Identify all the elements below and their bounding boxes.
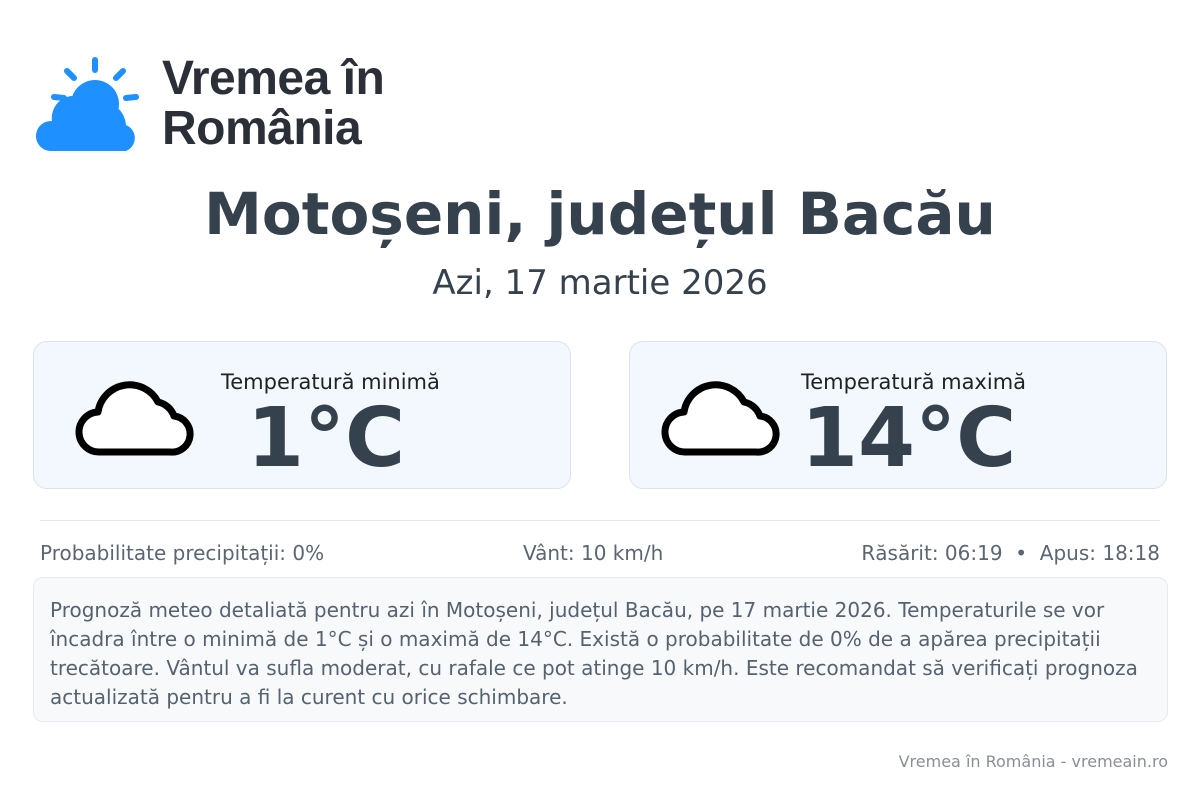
forecast-description: Prognoză meteo detaliată pentru azi în M…	[33, 577, 1168, 722]
precipitation-info: Probabilitate precipitații: 0%	[40, 541, 325, 565]
min-temperature-value: 1°C	[247, 391, 406, 486]
cloud-icon	[75, 381, 194, 456]
cloud-icon	[661, 381, 780, 456]
min-temperature-card: Temperatură minimă 1°C	[33, 341, 571, 489]
wind-info: Vânt: 10 km/h	[523, 541, 664, 565]
max-temperature-label: Temperatură maximă	[801, 370, 1027, 394]
brand-line-1: Vremea în	[162, 52, 385, 105]
logo[interactable]: Vremea în România	[36, 52, 385, 155]
brand-name: Vremea în România	[162, 52, 385, 155]
sunrise-sunset-info: Răsărit: 06:19 • Apus: 18:18	[861, 541, 1160, 565]
date-subtitle: Azi, 17 martie 2026	[432, 263, 768, 303]
max-temperature-value: 14°C	[801, 391, 1017, 486]
brand-line-2: România	[162, 102, 362, 155]
min-temperature-label: Temperatură minimă	[221, 370, 440, 394]
page-title: Motoșeni, județul Bacău	[204, 180, 996, 248]
sun-cloud-logo-icon	[36, 57, 139, 151]
footer-credit[interactable]: Vremea în România - vremeain.ro	[898, 752, 1168, 771]
divider	[40, 520, 1160, 521]
max-temperature-card: Temperatură maximă 14°C	[629, 341, 1167, 489]
